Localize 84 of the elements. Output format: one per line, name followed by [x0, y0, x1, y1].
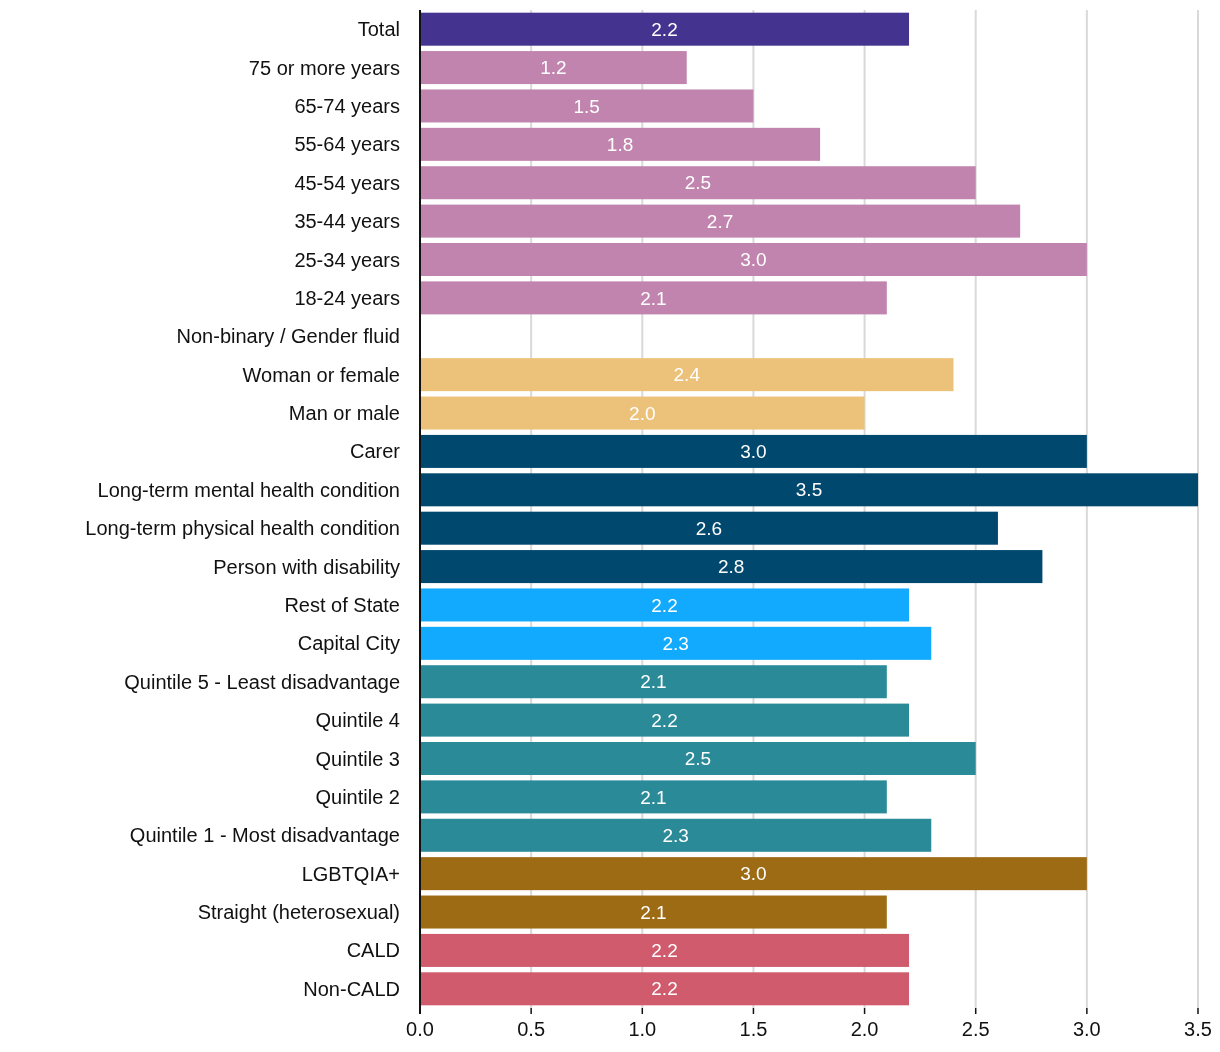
- bar: [420, 780, 887, 814]
- x-tick-label: 1.0: [628, 1018, 657, 1040]
- data-label: 2.2: [651, 978, 678, 1000]
- bar: [420, 588, 910, 622]
- y-tick-label: Total: [357, 18, 400, 41]
- y-tick-label: Man or male: [288, 402, 400, 425]
- bar: [420, 204, 1021, 238]
- bar: [420, 626, 932, 660]
- y-tick-label: Capital City: [297, 632, 400, 655]
- data-label: 1.5: [573, 95, 600, 117]
- y-tick-label: Person with disability: [213, 555, 400, 578]
- data-label: 2.5: [684, 748, 712, 770]
- y-tick-label: 45-54 years: [294, 171, 400, 194]
- bar: [420, 396, 865, 430]
- y-tick-label: 18-24 years: [294, 286, 400, 309]
- data-label: 2.3: [662, 824, 689, 846]
- x-tick-label: 1.5: [739, 1018, 768, 1040]
- bar: [420, 127, 821, 161]
- y-tick-label: Quintile 4: [315, 709, 400, 732]
- x-tick-label: 0.0: [406, 1018, 434, 1040]
- y-tick-label: Quintile 5 - Least disadvantage: [124, 670, 400, 693]
- data-label: 2.2: [651, 940, 678, 962]
- y-tick-label: Quintile 2: [315, 785, 400, 808]
- data-label: 2.1: [640, 901, 667, 923]
- bar: [420, 281, 887, 315]
- x-tick-label: 2.5: [961, 1018, 990, 1040]
- bar: [420, 818, 932, 852]
- y-tick-label: Non-binary / Gender fluid: [176, 325, 400, 348]
- y-tick-label: Woman or female: [242, 363, 400, 386]
- data-label: 3.5: [795, 479, 823, 501]
- data-label: 2.2: [651, 709, 678, 731]
- y-tick-label: Quintile 1 - Most disadvantage: [129, 824, 400, 847]
- y-tick-label: 25-34 years: [294, 248, 400, 271]
- data-label: 3.0: [740, 441, 767, 463]
- data-label: 2.1: [640, 786, 667, 808]
- data-label: 2.2: [651, 594, 678, 616]
- bar: [420, 358, 954, 392]
- data-label: 2.4: [673, 364, 701, 386]
- bar: [420, 972, 910, 1006]
- bar: [420, 243, 1087, 277]
- y-tick-label: LGBTQIA+: [301, 862, 400, 885]
- bar: [420, 895, 887, 929]
- data-label: 2.1: [640, 287, 667, 309]
- data-label: 2.3: [662, 633, 689, 654]
- bar: [420, 51, 687, 85]
- y-tick-label: Long-term mental health condition: [97, 478, 400, 501]
- bar: [420, 703, 910, 737]
- y-tick-label: Rest of State: [284, 593, 400, 616]
- x-tick-label: 2.0: [850, 1018, 879, 1040]
- data-label: 2.1: [640, 671, 667, 693]
- bar: [420, 89, 754, 123]
- data-label: 2.7: [706, 210, 734, 232]
- x-tick-label: 3.0: [1072, 1018, 1101, 1040]
- bar: [420, 550, 1043, 584]
- data-label: 3.0: [740, 863, 767, 885]
- bar: [420, 857, 1087, 891]
- y-tick-label: Carer: [349, 440, 401, 463]
- y-tick-label: Quintile 3: [315, 747, 400, 770]
- bar: [420, 473, 1198, 507]
- y-tick-label: 35-44 years: [294, 210, 400, 233]
- bar: [420, 12, 910, 46]
- y-tick-label: CALD: [346, 939, 400, 962]
- data-label: 2.2: [651, 18, 678, 40]
- data-label: 1.2: [540, 57, 567, 79]
- y-tick-label: Non-CALD: [303, 977, 400, 1000]
- bar: [420, 511, 998, 545]
- bar: [420, 434, 1087, 468]
- data-label: 2.6: [695, 517, 723, 539]
- y-tick-label: 55-64 years: [294, 133, 400, 156]
- x-tick-label: 0.5: [517, 1018, 546, 1040]
- data-label: 2.8: [717, 556, 745, 578]
- y-tick-label: 65-74 years: [294, 94, 400, 117]
- bar: [420, 665, 887, 699]
- x-tick-label: 3.5: [1184, 1018, 1212, 1040]
- y-tick-label: Long-term physical health condition: [85, 517, 400, 540]
- data-label: 2.5: [684, 172, 712, 194]
- y-tick-label: Straight (heterosexual): [197, 901, 400, 924]
- data-label: 2.0: [629, 402, 656, 424]
- data-label: 3.0: [740, 249, 767, 271]
- y-tick-label: 75 or more years: [248, 56, 400, 79]
- data-label: 1.8: [606, 134, 634, 155]
- bar: [420, 933, 910, 967]
- bar: [420, 742, 976, 776]
- bar: [420, 166, 976, 200]
